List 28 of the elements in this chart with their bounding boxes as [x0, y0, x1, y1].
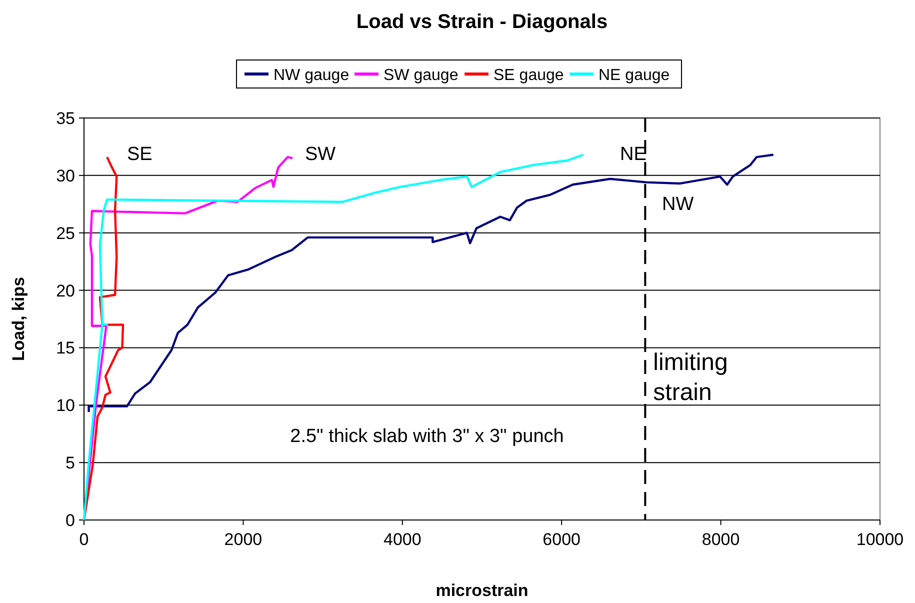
ref-line-label: limiting strain	[653, 349, 728, 406]
annotation: 2.5" thick slab with 3" x 3" punch	[290, 426, 564, 447]
y-tick-label: 30	[56, 166, 75, 186]
annotation: NE	[620, 144, 646, 165]
chart-title: Load vs Strain - Diagonals	[356, 11, 608, 33]
legend-label: NW gauge	[274, 67, 350, 84]
x-tick-label: 10000	[856, 530, 904, 549]
legend-label: NE gauge	[598, 67, 670, 84]
legend-label: SW gauge	[384, 67, 458, 84]
x-axis-title: microstrain	[436, 581, 528, 600]
x-tick-label: 0	[79, 530, 89, 549]
annotation: SW	[305, 144, 336, 165]
y-tick-label: 5	[66, 454, 75, 473]
x-tick-label: 6000	[542, 530, 581, 549]
y-tick-label: 35	[56, 109, 75, 128]
legend-label: SE gauge	[494, 67, 564, 84]
y-tick-label: 0	[66, 511, 75, 530]
y-tick-label: 10	[56, 396, 75, 416]
x-tick-label: 4000	[383, 530, 422, 549]
annotation: SE	[127, 144, 152, 165]
y-tick-label: 15	[56, 338, 75, 358]
line-series	[82, 156, 124, 522]
y-tick-label: 20	[56, 281, 75, 300]
y-tick-label: 25	[56, 224, 75, 243]
y-axis-title: Load, kips	[9, 276, 28, 362]
x-tick-label: 2000	[224, 530, 262, 549]
annotation: NW	[662, 194, 694, 215]
x-tick-label: 8000	[702, 530, 740, 549]
